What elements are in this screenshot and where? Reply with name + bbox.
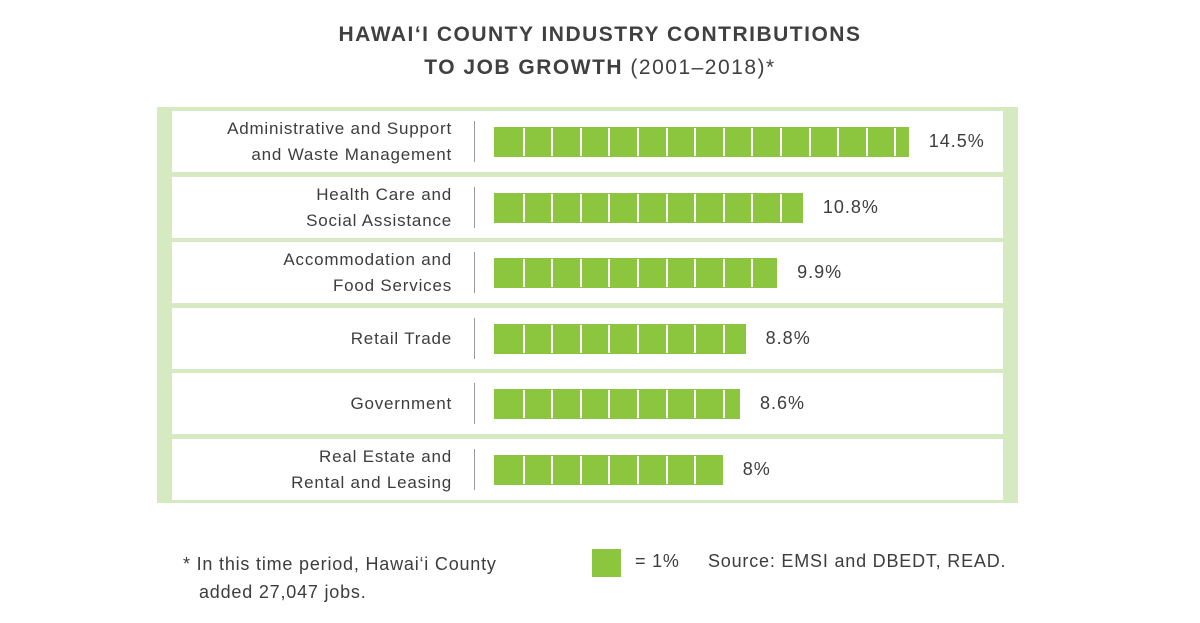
bar-cell-divider bbox=[694, 259, 697, 287]
bar-cell-divider bbox=[551, 194, 554, 222]
source-note: Source: EMSI and DBEDT, READ. bbox=[708, 551, 1007, 571]
bar-cell-divider bbox=[579, 456, 582, 484]
bar-cell-divider bbox=[579, 390, 582, 418]
row-divider bbox=[474, 187, 475, 228]
bar-cell-divider bbox=[637, 325, 639, 353]
chart-row: Government 8.6% bbox=[172, 373, 1003, 434]
bar-cell-divider bbox=[608, 194, 611, 222]
category-label: Administrative and Support and Waste Man… bbox=[227, 118, 452, 164]
row-divider bbox=[474, 121, 475, 162]
row-divider bbox=[474, 383, 475, 424]
category-label: Accommodation and Food Services bbox=[283, 249, 452, 295]
footnote-line-1: * In this time period, Hawai‘i County bbox=[183, 554, 497, 574]
bar-cell-divider bbox=[665, 259, 668, 287]
title-line-2-main: TO JOB GROWTH bbox=[424, 56, 624, 79]
footnote-line-2: added 27,047 jobs. bbox=[199, 582, 367, 602]
bar-cell-divider bbox=[608, 390, 611, 418]
chart-row: Administrative and Support and Waste Man… bbox=[172, 111, 1003, 172]
bar-cell-divider bbox=[551, 259, 554, 287]
bar-cell-divider bbox=[694, 456, 697, 484]
bar-cell-divider bbox=[637, 128, 639, 156]
bar-cell-divider bbox=[637, 194, 639, 222]
bar bbox=[494, 389, 740, 419]
bar-cell-divider bbox=[751, 128, 754, 156]
bar bbox=[494, 324, 746, 354]
chart-frame bbox=[157, 107, 1018, 503]
bar-cell-divider bbox=[808, 128, 811, 156]
chart-title: HAWAI‘I COUNTY INDUSTRY CONTRIBUTIONS TO… bbox=[0, 18, 1200, 84]
bar-cell-divider bbox=[722, 325, 725, 353]
value-label: 8% bbox=[742, 459, 771, 479]
bar-cell-divider bbox=[608, 259, 611, 287]
bar-cell-divider bbox=[780, 128, 782, 156]
bar-cell-divider bbox=[551, 325, 554, 353]
bar-cell-divider bbox=[551, 390, 554, 418]
bar bbox=[494, 193, 803, 223]
bar-cell-divider bbox=[694, 325, 697, 353]
bar-cell-divider bbox=[522, 325, 525, 353]
row-divider bbox=[474, 449, 475, 490]
bar-cell-divider bbox=[522, 390, 525, 418]
bar-cell-divider bbox=[665, 194, 668, 222]
title-line-2: TO JOB GROWTH (2001–2018)* bbox=[0, 51, 1200, 84]
category-label: Health Care and Social Assistance bbox=[306, 184, 452, 230]
bar bbox=[494, 455, 723, 485]
row-divider bbox=[474, 252, 475, 293]
bar-cell-divider bbox=[522, 456, 525, 484]
bar-cell-divider bbox=[522, 259, 525, 287]
bar-cell-divider bbox=[751, 259, 754, 287]
bar-cell-divider bbox=[551, 128, 554, 156]
bar-cell-divider bbox=[837, 128, 840, 156]
category-label: Retail Trade bbox=[350, 328, 452, 348]
bar-cell-divider bbox=[665, 325, 668, 353]
bar-cell-divider bbox=[637, 259, 639, 287]
value-label: 9.9% bbox=[797, 262, 843, 282]
chart-row: Retail Trade 8.8% bbox=[172, 308, 1003, 369]
bar-cell-divider bbox=[780, 194, 782, 222]
bar-cell-divider bbox=[894, 128, 897, 156]
chart-row: Accommodation and Food Services 9.9% bbox=[172, 242, 1003, 303]
legend-swatch bbox=[592, 549, 621, 577]
bar-cell-divider bbox=[722, 194, 725, 222]
bar-cell-divider bbox=[522, 128, 525, 156]
bar-cell-divider bbox=[665, 128, 668, 156]
bar-cell-divider bbox=[722, 259, 725, 287]
row-divider bbox=[474, 318, 475, 359]
category-label: Real Estate and Rental and Leasing bbox=[291, 446, 452, 492]
bar-cell-divider bbox=[608, 128, 611, 156]
bar-cell-divider bbox=[665, 456, 668, 484]
bar-cell-divider bbox=[694, 194, 697, 222]
bar-cell-divider bbox=[865, 128, 868, 156]
value-label: 8.6% bbox=[759, 393, 805, 413]
title-line-2-paren: (2001–2018)* bbox=[630, 56, 776, 79]
bar-cell-divider bbox=[694, 128, 697, 156]
bar bbox=[494, 258, 778, 288]
bar-cell-divider bbox=[608, 325, 611, 353]
bar-cell-divider bbox=[637, 390, 639, 418]
bar-cell-divider bbox=[522, 194, 525, 222]
bar-cell-divider bbox=[608, 456, 611, 484]
bar-cell-divider bbox=[579, 259, 582, 287]
chart-row: Health Care and Social Assistance 10.8% bbox=[172, 177, 1003, 238]
value-label: 8.8% bbox=[765, 328, 811, 348]
bar-cell-divider bbox=[551, 456, 554, 484]
bar-cell-divider bbox=[694, 390, 697, 418]
bar-cell-divider bbox=[751, 194, 754, 222]
bar-cell-divider bbox=[579, 325, 582, 353]
bar-cell-divider bbox=[637, 456, 639, 484]
bar-cell-divider bbox=[665, 390, 668, 418]
legend-label: = 1% bbox=[635, 551, 680, 571]
category-label: Government bbox=[350, 393, 452, 413]
title-line-1: HAWAI‘I COUNTY INDUSTRY CONTRIBUTIONS bbox=[338, 23, 862, 46]
bar-cell-divider bbox=[722, 390, 725, 418]
bar-cell-divider bbox=[579, 194, 582, 222]
chart-row: Real Estate and Rental and Leasing 8% bbox=[172, 439, 1003, 500]
value-label: 10.8% bbox=[822, 197, 879, 217]
bar-cell-divider bbox=[722, 128, 725, 156]
footnote: * In this time period, Hawai‘i County ad… bbox=[183, 550, 563, 606]
bar bbox=[494, 127, 909, 157]
value-label: 14.5% bbox=[928, 131, 985, 151]
bar-cell-divider bbox=[579, 128, 582, 156]
